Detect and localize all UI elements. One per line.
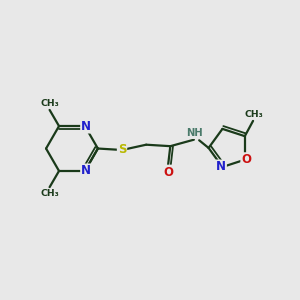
Text: CH₃: CH₃ [40, 189, 59, 198]
Text: N: N [81, 164, 91, 178]
Text: O: O [163, 166, 173, 178]
Text: S: S [118, 143, 126, 157]
Text: CH₃: CH₃ [40, 99, 59, 108]
Text: NH: NH [186, 128, 203, 138]
Text: N: N [81, 120, 91, 133]
Text: O: O [241, 153, 251, 166]
Text: CH₃: CH₃ [245, 110, 264, 119]
Text: N: N [216, 160, 226, 173]
